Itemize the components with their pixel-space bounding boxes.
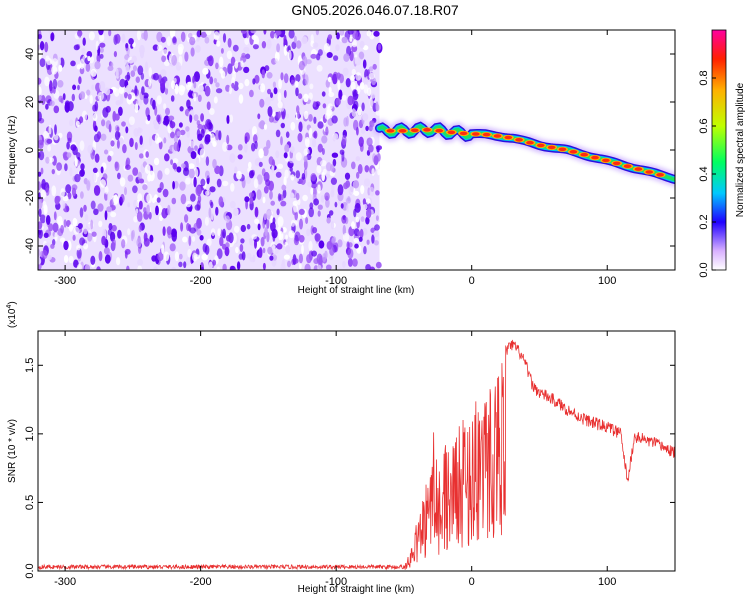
- snr-axes: -300 -200 -100 0 100 0.0 0.5 1.0 1.5: [24, 331, 675, 588]
- snr-xlabel: Height of straight line (km): [298, 584, 415, 595]
- y-tick-label: 40: [24, 48, 36, 60]
- colorbar-tick-label: 0.6: [698, 118, 710, 133]
- x-tick-label: -100: [325, 576, 347, 588]
- x-tick-label: 0: [469, 576, 475, 588]
- colorbar-tick-label: 0.0: [698, 262, 710, 277]
- x-tick-label: -200: [190, 275, 212, 287]
- colorbar-tick-label: 0.8: [698, 70, 710, 85]
- x-tick-label: 100: [598, 275, 616, 287]
- x-tick-label: -300: [54, 576, 76, 588]
- y-tick-label: 20: [24, 96, 36, 108]
- spectrogram-ylabel: Frequency (Hz): [7, 116, 18, 185]
- colorbar-tick-label: 0.4: [698, 166, 710, 181]
- x-tick-label: -100: [325, 275, 347, 287]
- noise-region: [38, 30, 383, 270]
- snr-frame: [37, 330, 676, 572]
- colorbar-label: Normalized spectral amplitude: [735, 82, 746, 217]
- colorbar-tick-label: 0.2: [698, 214, 710, 229]
- y-tick-label: 0: [24, 147, 36, 153]
- x-tick-label: -200: [190, 576, 212, 588]
- snr-scale-label: (x104): [6, 301, 18, 328]
- signal-track: [372, 118, 675, 187]
- x-tick-label: 100: [598, 576, 616, 588]
- y-tick-label: 0.0: [24, 563, 36, 578]
- y-tick-label: 1.5: [24, 358, 36, 373]
- spectrogram-xlabel: Height of straight line (km): [298, 285, 415, 296]
- colorbar: [711, 29, 727, 271]
- snr-ylabel: SNR (10 * v/v): [7, 419, 18, 483]
- snr-line: [38, 339, 675, 571]
- y-tick-label: -20: [24, 190, 36, 206]
- y-tick-label: 1.0: [24, 426, 36, 441]
- y-tick-label: -40: [24, 238, 36, 254]
- x-tick-label: 0: [469, 275, 475, 287]
- snr-plot-area: [38, 331, 675, 571]
- y-tick-label: 0.5: [24, 495, 36, 510]
- x-tick-label: -300: [54, 275, 76, 287]
- colorbar-ticks: 0.0 0.2 0.4 0.6 0.8: [698, 70, 716, 278]
- chart-title: GN05.2026.046.07.18.R07: [291, 2, 459, 18]
